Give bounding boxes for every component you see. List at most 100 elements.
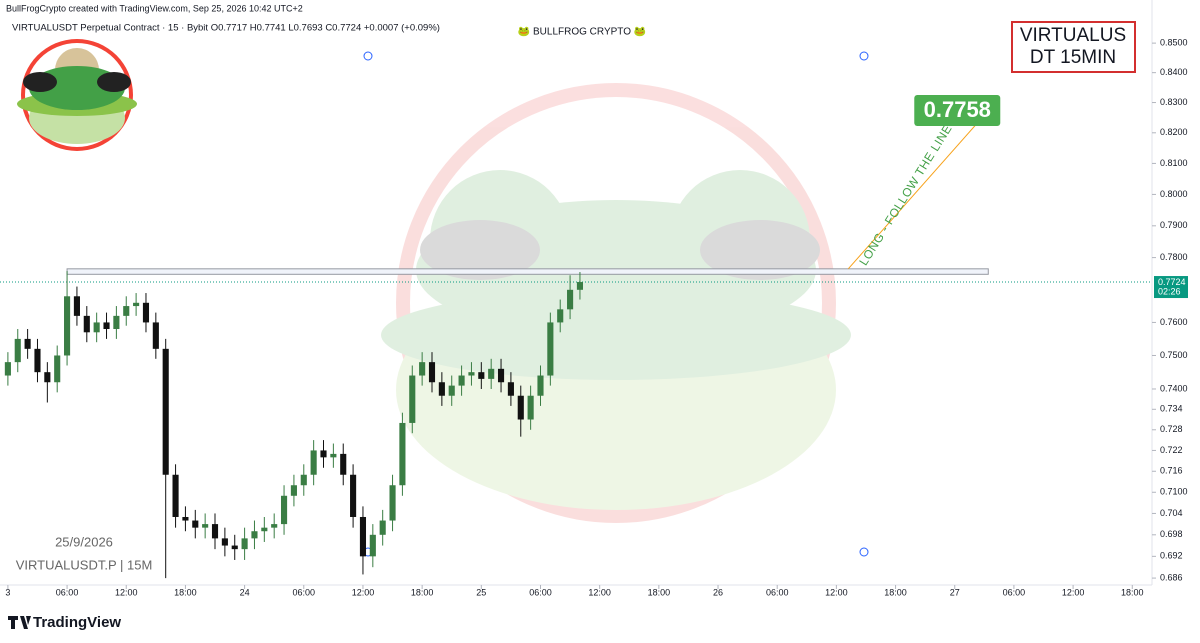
x-tick-label: 18:00 — [648, 587, 671, 597]
y-tick-label: 0.8400 — [1160, 67, 1188, 77]
candle-body — [103, 322, 110, 330]
x-tick-label: 27 — [950, 587, 960, 597]
x-tick-label: 26 — [713, 587, 723, 597]
y-tick-label: 0.8200 — [1160, 127, 1188, 137]
candle-body — [64, 296, 71, 356]
y-tick-label: 0.692 — [1160, 551, 1183, 561]
symbol-note: VIRTUALUSDT.P | 15M — [16, 557, 153, 572]
y-tick-label: 0.728 — [1160, 424, 1183, 434]
last-price-label: 0.7724 — [1158, 277, 1186, 287]
candle-body — [350, 474, 357, 517]
candle-body — [488, 368, 495, 379]
y-tick-label: 0.716 — [1160, 466, 1183, 476]
footer: TradingView — [8, 614, 121, 631]
candle-body — [369, 534, 376, 557]
watermark — [381, 83, 851, 523]
last-price-box — [1154, 276, 1188, 299]
x-tick-label: 06:00 — [293, 587, 316, 597]
candle-body — [320, 450, 327, 458]
candle-body — [517, 395, 524, 420]
badge-line: DT 15MIN — [1030, 47, 1116, 68]
candle-body — [172, 474, 179, 517]
candle-body — [162, 348, 169, 475]
y-tick-label: 0.7500 — [1160, 350, 1188, 360]
candle-body — [44, 372, 51, 383]
handles — [363, 51, 869, 557]
target-box — [914, 95, 1001, 126]
legend: VIRTUALUSDT Perpetual Contract · 15 · By… — [12, 23, 440, 34]
x-tick-label: 24 — [240, 587, 250, 597]
candle-body — [24, 338, 31, 349]
candle-body — [448, 385, 455, 396]
footer-text: TradingView — [33, 614, 121, 631]
candle-body — [428, 362, 436, 383]
x-tick-label: 06:00 — [529, 587, 552, 597]
candle-body — [93, 322, 100, 333]
candle-body — [241, 538, 248, 550]
x-tick-label: 06:00 — [56, 587, 79, 597]
candle-body — [557, 309, 564, 323]
candle-body — [527, 395, 534, 420]
y-tick-label: 0.8000 — [1160, 189, 1188, 199]
countdown: 02:26 — [1158, 286, 1181, 296]
candle-body — [123, 306, 130, 316]
candle-body — [261, 527, 268, 532]
y-tick-label: 0.722 — [1160, 445, 1183, 455]
candle-body — [202, 524, 209, 528]
candle-body — [547, 322, 554, 376]
candle-body — [231, 545, 238, 550]
candle-body — [359, 516, 367, 557]
y-tick-label: 0.734 — [1160, 404, 1183, 414]
candle-body — [458, 375, 465, 386]
candle-body — [478, 372, 485, 379]
candle-body — [399, 422, 406, 486]
candle-body — [113, 315, 120, 330]
candle-body — [300, 474, 307, 486]
y-tick-label: 0.7600 — [1160, 317, 1188, 327]
candle-body — [290, 485, 297, 496]
brand: 🐸 BULLFROG CRYPTO 🐸 — [518, 26, 646, 38]
y-tick-label: 0.7800 — [1160, 252, 1188, 262]
candle-body — [133, 302, 140, 307]
arrow — [847, 121, 979, 270]
x-tick-label: 18:00 — [1121, 587, 1144, 597]
x-tick-label: 18:00 — [411, 587, 434, 597]
candle-body — [14, 338, 21, 363]
candle-body — [192, 520, 199, 528]
candle-body — [271, 524, 278, 528]
candle-body — [310, 450, 317, 475]
candle-body — [389, 485, 396, 521]
x-tick-label: 25 — [476, 587, 486, 597]
credit: BullFrogCrypto created with TradingView.… — [6, 3, 303, 13]
badge — [1011, 21, 1136, 73]
target-label: 0.7758 — [924, 97, 991, 122]
x-tick-label: 06:00 — [766, 587, 789, 597]
candle-body — [438, 382, 445, 396]
candle-body — [182, 516, 189, 521]
candle-body — [507, 382, 514, 396]
candle-body — [537, 375, 544, 396]
x-tick-label: 12:00 — [352, 587, 375, 597]
candle-body — [83, 315, 90, 333]
x-tick-label: 06:00 — [1003, 587, 1026, 597]
candle-body — [468, 372, 475, 376]
date-note: 25/9/2026 — [55, 534, 113, 549]
candle-body — [497, 368, 505, 383]
candle-body — [379, 520, 386, 535]
candle-body — [340, 453, 347, 475]
candle-body — [419, 362, 426, 376]
y-tick-label: 0.698 — [1160, 529, 1183, 539]
resistance-zone — [66, 268, 989, 275]
x-tick-label: 12:00 — [1062, 587, 1085, 597]
candle-body — [152, 322, 159, 349]
candle-body — [4, 362, 11, 376]
y-tick-label: 0.8100 — [1160, 158, 1188, 168]
y-tick-label: 0.8500 — [1160, 37, 1188, 47]
x-tick-label: 3 — [5, 587, 10, 597]
candle-body — [211, 524, 219, 539]
candle-body — [330, 453, 337, 458]
x-tick-label: 12:00 — [115, 587, 138, 597]
x-tick-label: 18:00 — [884, 587, 907, 597]
candle-body — [251, 531, 258, 539]
logo — [17, 39, 137, 151]
